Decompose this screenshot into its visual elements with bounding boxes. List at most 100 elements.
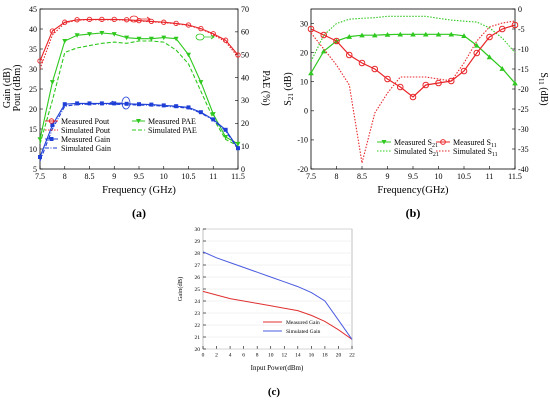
legend-simulated-gain: Simulated Gain — [61, 144, 111, 153]
panel-b-x-tick-label: 11 — [486, 172, 494, 181]
panel-a-x-ticks: 7.5 8 8.5 9 9.5 10 10.5 11 11.5 — [35, 166, 245, 181]
panel-a-measured-gain-point — [174, 104, 179, 109]
panel-b-yleft-tick-label: 10 — [300, 78, 308, 87]
panel-c-xlabel: Input Power(dBm) — [251, 364, 304, 372]
panel-a-measured-gain-point — [211, 117, 216, 122]
panel-b-measured-s21-point — [384, 32, 391, 37]
panel-a-measured-gain-point — [124, 101, 129, 106]
panel-a-yright-tick-label: 50 — [241, 51, 249, 60]
panel-b-measured-s21-point — [410, 31, 416, 37]
panel-b-measured-s21-point — [346, 34, 353, 39]
panel-a-ylabel-gain: Gain (dB) — [2, 68, 13, 108]
panel-b-ylabel-s21: S21 (dB) — [283, 72, 295, 105]
panel-b-x-tick-label: 8.5 — [357, 172, 367, 181]
panel-a-measured-gain-point — [87, 101, 92, 106]
panel-b-measured-s11-point — [447, 77, 455, 85]
panel-b-measured-s21-point — [461, 33, 467, 38]
panel-b-yright-tick-label: -10 — [518, 45, 529, 54]
panel-a-measured-gain-point — [50, 123, 55, 127]
panel-a-measured-gain-point — [161, 103, 166, 108]
panel-a-yleft-tick-label: 15 — [29, 125, 37, 134]
panel-c-x-tick-label: 12 — [282, 353, 288, 359]
panel-a-measured-gain-point — [223, 127, 228, 132]
panel-c-legend: Measured Gain Simulated Gain — [263, 320, 321, 335]
panel-b-x-ticks: 7.5 8 8.5 9 9.5 10 10.5 11 11.5 — [306, 166, 522, 181]
panel-a: 7.5 8 8.5 9 9.5 10 10.5 11 11.5 5 10 15 20 25 30 35 40 4… — [2, 5, 271, 220]
panel-a-yright-tick-label: 70 — [241, 5, 249, 14]
panel-a-yleft-tick-label: 5 — [33, 165, 37, 174]
panel-a-ylabel-pout: Pout (dBm) — [12, 65, 23, 112]
panel-c-x-tick-label: 8 — [256, 353, 259, 359]
panel-a-yleft-tick-label: 10 — [29, 145, 37, 154]
panel-c-simulated-gain-line — [202, 251, 353, 340]
panel-a-measured-pae-point — [136, 36, 142, 42]
panel-a-x-tick-label: 8 — [63, 172, 67, 181]
panel-c-measured-gain-line — [202, 290, 353, 340]
panel-a-yleft-tick-label: 25 — [29, 85, 37, 94]
panel-a-measured-gain-point — [186, 105, 191, 110]
panel-a-measured-pae-point — [148, 36, 154, 42]
panel-a-measured-pae-point — [99, 31, 105, 36]
panel-b-measured-s21-line — [310, 33, 516, 84]
panel-c-x-tick-label: 6 — [242, 353, 245, 359]
panel-b-x-tick-label: 10.5 — [457, 172, 471, 181]
panel-a-yleft-tick-label: 30 — [29, 65, 37, 74]
panel-b-y-right-ticks: 0 -5 -10 -15 -20 -25 -30 -35 -40 — [512, 5, 529, 174]
panel-b-yright-tick-label: -35 — [518, 145, 529, 154]
panel-c-x-tick-label: 14 — [295, 353, 301, 359]
panel-b-measured-s21-point — [435, 31, 442, 37]
panel-a-measured-pout-point — [62, 19, 68, 25]
panel-a-yright-tick-label: 0 — [241, 165, 245, 174]
panel-c-y-ticks: 20 21 22 23 24 25 26 27 28 29 30 — [195, 227, 352, 353]
panel-a-yright-tick-label: 30 — [241, 96, 249, 105]
panel-a-measured-gain-point — [38, 155, 42, 159]
panel-c-x-tick-label: 20 — [336, 353, 342, 359]
panel-b-series — [307, 15, 519, 164]
panel-b-measured-s21-point — [397, 31, 404, 37]
panel-b-x-tick-label: 9.5 — [408, 172, 418, 181]
panel-b-y-left-ticks: -20 -10 0 10 20 30 — [297, 19, 314, 174]
panel-b-measured-s11-point — [320, 31, 328, 39]
panel-a-ylabel-pae: PAE (%) — [260, 70, 271, 105]
panel-a-measured-gain-point — [99, 101, 104, 106]
panel-a-yleft-tick-label: 40 — [29, 25, 37, 34]
panel-a-measured-pae-point — [210, 112, 216, 117]
panel-a-measured-pout-point — [37, 58, 43, 64]
panel-a-simulated-pae-line — [39, 40, 239, 147]
panel-b-measured-s11-point — [498, 25, 506, 33]
panel-a-x-tick-label: 9.5 — [134, 172, 144, 181]
panel-a-measured-pae-point — [87, 32, 92, 37]
panel-a-yleft-tick-label: 20 — [29, 105, 37, 114]
panel-a-annotation-arrows — [129, 15, 151, 23]
panel-b-ylabel-s11: S11 (dB) — [537, 72, 549, 105]
panel-b-measured-s11-point — [435, 79, 442, 87]
panel-b-measured-s11-point — [409, 93, 417, 101]
panel-b-x-tick-label: 7.5 — [306, 172, 316, 181]
panel-c-x-tick-label: 16 — [309, 353, 315, 359]
panel-a-measured-pae-point — [62, 39, 68, 44]
panel-a-measured-pae-point — [186, 52, 191, 58]
panel-a-x-tick-label: 11 — [209, 172, 217, 181]
legend-measured-gain: Measured Gain — [61, 135, 110, 144]
panel-a-series — [37, 16, 241, 162]
panel-a-yleft-tick-label: 45 — [29, 5, 37, 14]
panel-c-y-tick-label: 25 — [195, 287, 201, 293]
panel-a-measured-pae-point — [223, 135, 229, 140]
panel-b-measured-s11-point — [473, 49, 481, 57]
panel-b-measured-s21-point — [422, 31, 429, 37]
panel-c-y-tick-label: 22 — [195, 323, 201, 329]
panel-c-x-tick-label: 22 — [349, 353, 355, 359]
panel-c-x-tick-label: 2 — [215, 353, 218, 359]
panel-b-measured-s21-point — [371, 32, 378, 38]
panel-a-measured-pout-point — [222, 37, 229, 43]
legend-measured-pout: Measured Pout — [61, 117, 110, 126]
panel-b-measured-s21-point — [448, 31, 455, 37]
panel-c-y-tick-label: 27 — [195, 263, 201, 269]
panel-a-x-tick-label: 11.5 — [231, 172, 245, 181]
panel-b-measured-s11-point — [333, 37, 340, 45]
panel-b-x-tick-label: 9 — [386, 172, 390, 181]
panel-c-y-tick-label: 26 — [195, 275, 201, 281]
panel-a-measured-pout-point — [49, 28, 56, 34]
